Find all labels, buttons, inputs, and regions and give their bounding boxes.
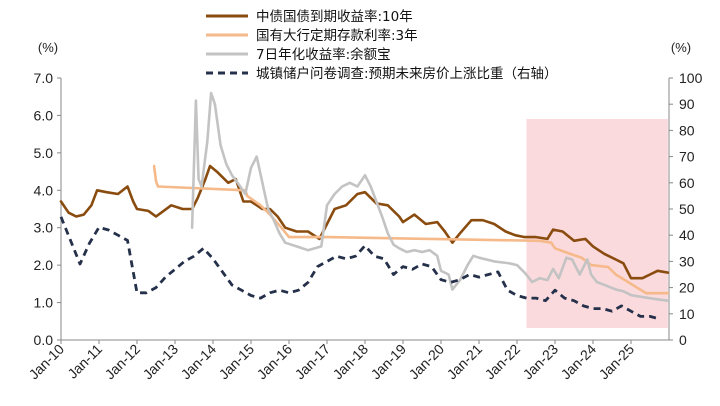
left-axis-unit: (%) [38, 40, 58, 55]
x-tick-label: Jan-18 [330, 341, 372, 383]
x-tick-label: Jan-12 [102, 341, 144, 383]
x-tick-label: Jan-15 [216, 341, 258, 383]
left-tick-label: 5.0 [34, 145, 54, 161]
x-tick-label: Jan-16 [254, 341, 296, 383]
right-tick-label: 0 [679, 332, 687, 348]
right-tick-label: 60 [679, 175, 695, 191]
series-line-3 [190, 91, 670, 302]
right-axis-unit: (%) [671, 40, 691, 55]
x-tick-label: Jan-20 [406, 341, 448, 383]
right-tick-label: 70 [679, 149, 695, 165]
right-tick-label: 10 [679, 306, 695, 322]
left-tick-label: 6.0 [34, 107, 54, 123]
right-tick-label: 90 [679, 96, 695, 112]
right-tick-label: 100 [679, 70, 703, 86]
x-tick-label: Jan-23 [520, 341, 562, 383]
right-tick-label: 30 [679, 253, 695, 269]
left-tick-label: 7.0 [34, 70, 54, 86]
right-tick-label: 50 [679, 201, 695, 217]
x-tick-label: Jan-14 [178, 341, 220, 383]
right-tick-label: 40 [679, 227, 695, 243]
legend-label-3: 7日年化收益率:余额宝 [256, 46, 391, 63]
x-tick-label: Jan-13 [140, 341, 182, 383]
left-tick-label: 4.0 [34, 182, 54, 198]
right-tick-label: 20 [679, 280, 695, 296]
left-tick-label: 1.0 [34, 295, 54, 311]
left-tick-label: 2.0 [34, 257, 54, 273]
x-tick-label: Jan-11 [64, 341, 105, 382]
x-tick-label: Jan-22 [482, 341, 524, 383]
x-tick-label: Jan-19 [368, 341, 410, 383]
left-tick-label: 0.0 [34, 332, 54, 348]
x-tick-label: Jan-24 [558, 341, 600, 383]
right-tick-label: 80 [679, 122, 695, 138]
series-line-4 [59, 216, 660, 321]
x-tick-label: Jan-21 [444, 341, 486, 383]
legend-label-2: 国有大行定期存款利率:3年 [256, 27, 418, 44]
legend-label-4: 城镇储户问卷调查:预期未来房价上涨比重（右轴） [256, 65, 558, 82]
x-tick-label: Jan-25 [596, 341, 638, 383]
legend-label-1: 中债国债到期收益率:10年 [256, 8, 413, 25]
x-tick-label: Jan-17 [292, 341, 334, 383]
left-tick-label: 3.0 [34, 220, 54, 236]
series-line-1 [59, 164, 670, 280]
